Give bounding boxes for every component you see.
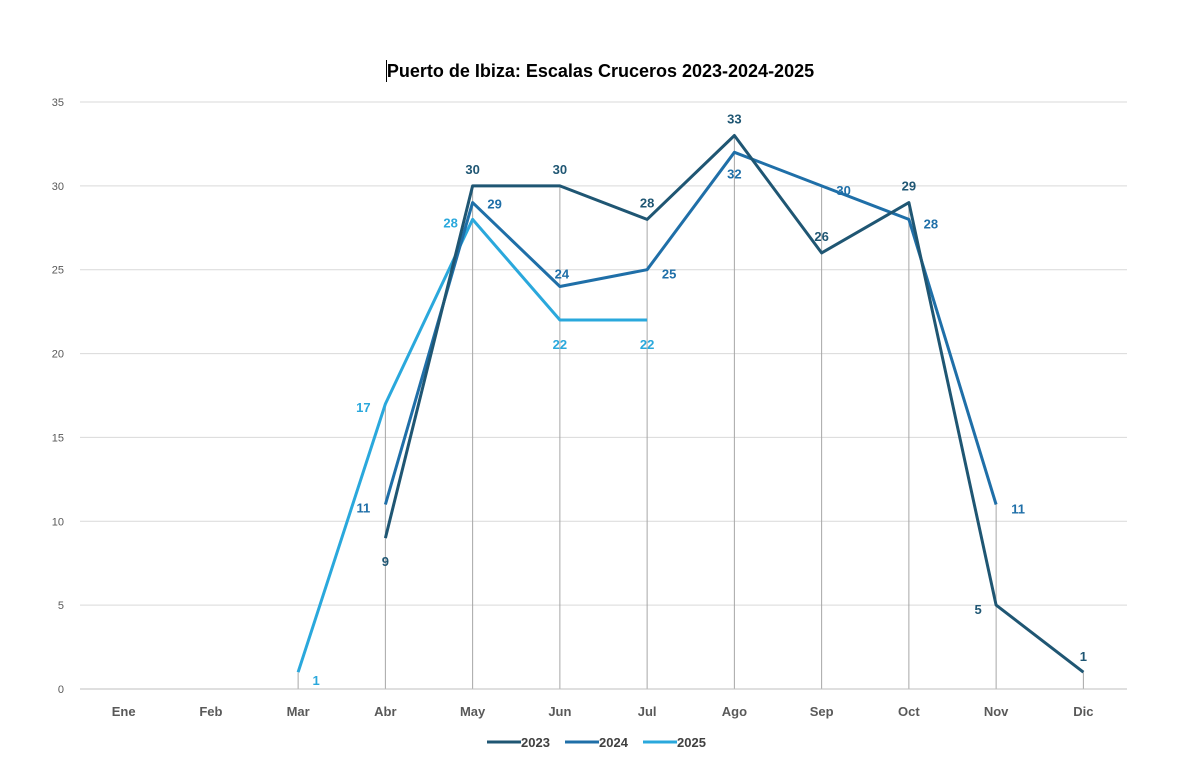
data-label-2024-may: 29 — [487, 197, 501, 212]
x-tick-label-feb: Feb — [199, 704, 222, 719]
data-label-2023-sep: 26 — [814, 229, 828, 244]
data-label-2025-may: 28 — [443, 215, 457, 230]
data-label-2024-abr: 11 — [357, 501, 371, 516]
data-label-2024-sep: 30 — [836, 183, 850, 198]
series-line-2024 — [383, 150, 998, 505]
y-tick-label-35: 35 — [52, 97, 64, 109]
data-label-2024-jul: 25 — [662, 267, 676, 282]
series-line-2025 — [296, 217, 648, 673]
chart-title: Puerto de Ibiza: Escalas Cruceros 2023-2… — [386, 61, 815, 81]
x-tick-label-oct: Oct — [898, 704, 920, 719]
x-tick-label-mar: Mar — [287, 704, 310, 719]
series-line-2023 — [383, 134, 1085, 674]
y-tick-label-25: 25 — [52, 265, 64, 277]
y-tick-label-10: 10 — [52, 516, 64, 528]
data-label-2024-oct: 28 — [924, 216, 938, 231]
x-tick-label-jul: Jul — [638, 704, 657, 719]
data-label-2024-jun: 24 — [555, 266, 570, 281]
data-label-2023-jul: 28 — [640, 195, 654, 210]
data-label-2023-jun: 30 — [553, 162, 567, 177]
drop-lines-layer — [297, 135, 1084, 689]
data-label-2024-nov: 11 — [1011, 502, 1025, 517]
data-label-2023-ago: 33 — [727, 112, 741, 127]
legend-label-2023: 2023 — [521, 735, 550, 750]
y-tick-label-5: 5 — [58, 600, 64, 612]
y-tick-label-20: 20 — [52, 349, 64, 361]
data-label-2025-jul: 22 — [640, 337, 654, 352]
legend: 2023 2024 2025 — [487, 735, 706, 750]
data-label-2023-may: 30 — [465, 162, 479, 177]
data-label-2023-abr: 9 — [382, 554, 389, 569]
legend-label-2025: 2025 — [677, 735, 706, 750]
data-label-2023-dic: 1 — [1080, 649, 1087, 664]
data-label-2025-jun: 22 — [553, 337, 567, 352]
grid-layer — [80, 101, 1127, 606]
x-tick-label-ago: Ago — [722, 704, 747, 719]
x-tick-label-dic: Dic — [1073, 704, 1093, 719]
y-tick-label-0: 0 — [58, 684, 64, 696]
data-label-2024-ago: 32 — [727, 166, 741, 181]
data-label-2025-abr: 17 — [356, 400, 370, 415]
series-layer — [296, 134, 1085, 674]
x-tick-label-abr: Abr — [374, 704, 396, 719]
y-tick-label-15: 15 — [52, 432, 64, 444]
chart-title-wrapper: Puerto de Ibiza: Escalas Cruceros 2023-2… — [0, 60, 1200, 82]
x-tick-label-ene: Ene — [112, 704, 136, 719]
y-tick-label-30: 30 — [52, 181, 64, 193]
x-tick-label-nov: Nov — [984, 704, 1009, 719]
data-label-2023-nov: 5 — [975, 602, 982, 617]
data-label-2025-mar: 1 — [313, 673, 320, 688]
text-cursor — [385, 60, 387, 82]
x-tick-label-jun: Jun — [548, 704, 571, 719]
data-label-2023-oct: 29 — [902, 179, 916, 194]
legend-label-2024: 2024 — [599, 735, 629, 750]
x-tick-label-sep: Sep — [810, 704, 834, 719]
x-tick-label-may: May — [460, 704, 486, 719]
